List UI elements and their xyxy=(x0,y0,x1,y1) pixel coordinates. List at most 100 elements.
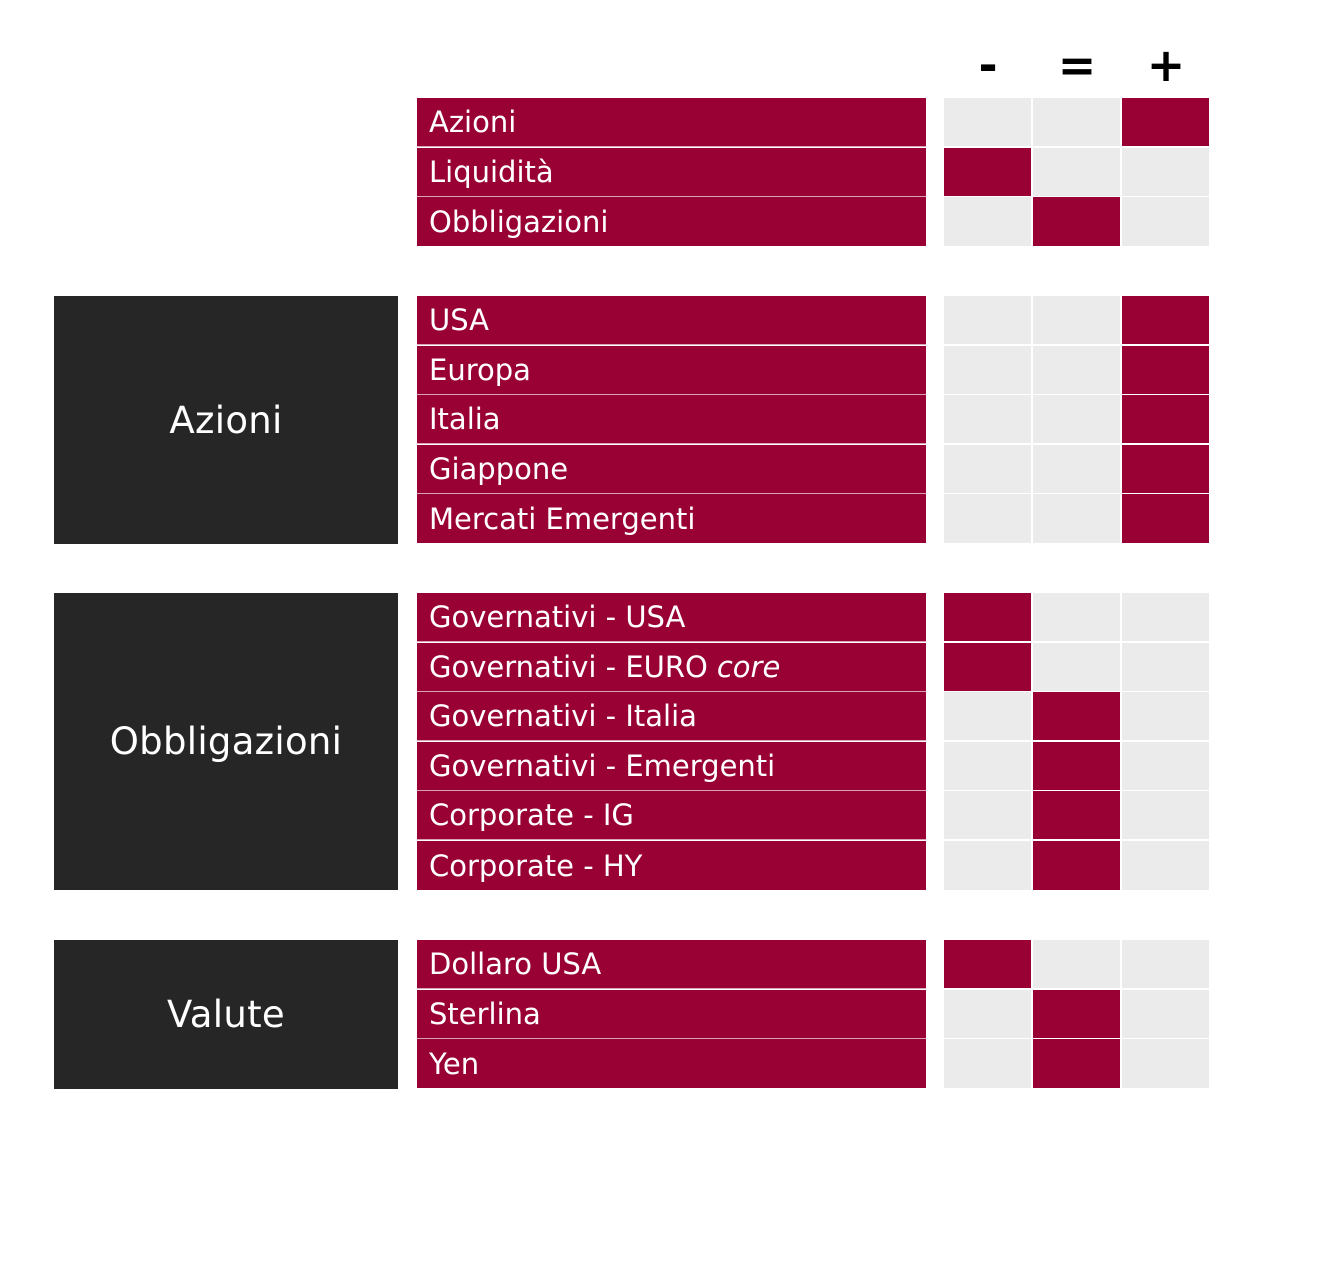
row-label: Governativi - Italia xyxy=(417,692,926,741)
rating-cell-minus xyxy=(944,742,1032,791)
rating-cell-equal xyxy=(1033,1039,1121,1088)
rating-cell-minus xyxy=(944,148,1032,197)
row-label: Governativi - USA xyxy=(417,593,926,642)
row-label-text: Azioni xyxy=(429,105,517,139)
rating-cell-plus xyxy=(1122,593,1210,642)
table-row: Governativi - Emergenti xyxy=(0,742,1319,791)
row-label-text: Sterlina xyxy=(429,997,541,1031)
row-label: Corporate - HY xyxy=(417,841,926,890)
table-row: Italia xyxy=(0,395,1319,444)
rating-cell-equal xyxy=(1033,940,1121,989)
rating-cell-plus xyxy=(1122,841,1210,890)
rating-cell-minus xyxy=(944,197,1032,246)
table-row: Liquidità xyxy=(0,148,1319,197)
row-label-text: Corporate - HY xyxy=(429,848,643,883)
rating-cell-equal xyxy=(1033,742,1121,791)
rating-cell-equal xyxy=(1033,445,1121,494)
column-header-plus: + xyxy=(1146,38,1186,92)
row-label-text: Governativi - Italia xyxy=(429,699,697,733)
rating-cell-plus xyxy=(1122,940,1210,989)
rating-cell-equal xyxy=(1033,98,1121,147)
row-label-italic: core xyxy=(716,650,781,684)
row-label: Obbligazioni xyxy=(417,197,926,246)
row-label-text: Giappone xyxy=(429,452,569,486)
row-label-text: Governativi - EURO xyxy=(429,650,708,684)
rating-cell-minus xyxy=(944,990,1032,1039)
row-label-text: Corporate - IG xyxy=(429,798,634,832)
row-label: Giappone xyxy=(417,445,926,494)
table-row: Corporate - HY xyxy=(0,841,1319,890)
row-label-text: Governativi - USA xyxy=(429,600,686,634)
row-label-text: Yen xyxy=(429,1046,480,1081)
rating-cell-plus xyxy=(1122,494,1210,543)
row-label-text: Governativi - Emergenti xyxy=(429,749,776,783)
rating-cell-equal xyxy=(1033,197,1121,246)
table-row: Sterlina xyxy=(0,990,1319,1039)
rating-cell-plus xyxy=(1122,692,1210,741)
table-row: Governativi - EURO core xyxy=(0,643,1319,692)
row-label: Italia xyxy=(417,395,926,444)
rating-cell-minus xyxy=(944,395,1032,444)
row-label: Mercati Emergenti xyxy=(417,494,926,543)
table-row: Mercati Emergenti xyxy=(0,494,1319,543)
row-label: Liquidità xyxy=(417,148,926,197)
category-block: Obbligazioni xyxy=(54,593,398,890)
rating-cell-minus xyxy=(944,692,1032,741)
rating-cell-equal xyxy=(1033,593,1121,642)
rating-cell-equal xyxy=(1033,791,1121,840)
rating-cell-equal xyxy=(1033,692,1121,741)
column-header-equal: = xyxy=(1057,38,1097,92)
rating-cell-equal xyxy=(1033,494,1121,543)
rating-cell-plus xyxy=(1122,148,1210,197)
row-label: Corporate - IG xyxy=(417,791,926,840)
rating-cell-minus xyxy=(944,593,1032,642)
table-row: Europa xyxy=(0,346,1319,395)
table-row: Yen xyxy=(0,1039,1319,1088)
category-block: Azioni xyxy=(54,296,398,544)
row-label: USA xyxy=(417,296,926,345)
rating-cell-plus xyxy=(1122,643,1210,692)
table-row: Obbligazioni xyxy=(0,197,1319,246)
rating-cell-minus xyxy=(944,98,1032,147)
row-label: Governativi - EURO core xyxy=(417,643,926,692)
rating-cell-minus xyxy=(944,346,1032,395)
rating-cell-equal xyxy=(1033,990,1121,1039)
category-block: Valute xyxy=(54,940,398,1089)
row-label-text: Italia xyxy=(429,402,501,436)
rating-cell-equal xyxy=(1033,841,1121,890)
row-label-text: USA xyxy=(429,303,490,337)
rating-cell-equal xyxy=(1033,346,1121,395)
rating-cell-plus xyxy=(1122,296,1210,345)
rating-cell-plus xyxy=(1122,346,1210,395)
row-label-text: Liquidità xyxy=(429,155,554,189)
row-label-text: Europa xyxy=(429,353,531,387)
table-row: Azioni xyxy=(0,98,1319,147)
rating-cell-minus xyxy=(944,296,1032,345)
row-label: Dollaro USA xyxy=(417,940,926,989)
rating-cell-equal xyxy=(1033,643,1121,692)
rating-cell-plus xyxy=(1122,990,1210,1039)
row-label: Azioni xyxy=(417,98,926,147)
row-label: Yen xyxy=(417,1039,926,1088)
rating-cell-plus xyxy=(1122,791,1210,840)
table-row: USA xyxy=(0,296,1319,345)
rating-cell-plus xyxy=(1122,395,1210,444)
row-label: Europa xyxy=(417,346,926,395)
rating-cell-plus xyxy=(1122,197,1210,246)
table-row: Governativi - Italia xyxy=(0,692,1319,741)
row-label-text: Dollaro USA xyxy=(429,947,602,981)
rating-cell-plus xyxy=(1122,98,1210,147)
rating-cell-equal xyxy=(1033,296,1121,345)
rating-cell-minus xyxy=(944,841,1032,890)
rating-cell-plus xyxy=(1122,445,1210,494)
rating-cell-plus xyxy=(1122,742,1210,791)
table-row: Corporate - IG xyxy=(0,791,1319,840)
table-row: Dollaro USA xyxy=(0,940,1319,989)
rating-cell-minus xyxy=(944,791,1032,840)
rating-cell-minus xyxy=(944,643,1032,692)
rating-cell-minus xyxy=(944,445,1032,494)
rating-cell-plus xyxy=(1122,1039,1210,1088)
rating-cell-minus xyxy=(944,940,1032,989)
table-row: Governativi - USA xyxy=(0,593,1319,642)
row-label: Governativi - Emergenti xyxy=(417,742,926,791)
